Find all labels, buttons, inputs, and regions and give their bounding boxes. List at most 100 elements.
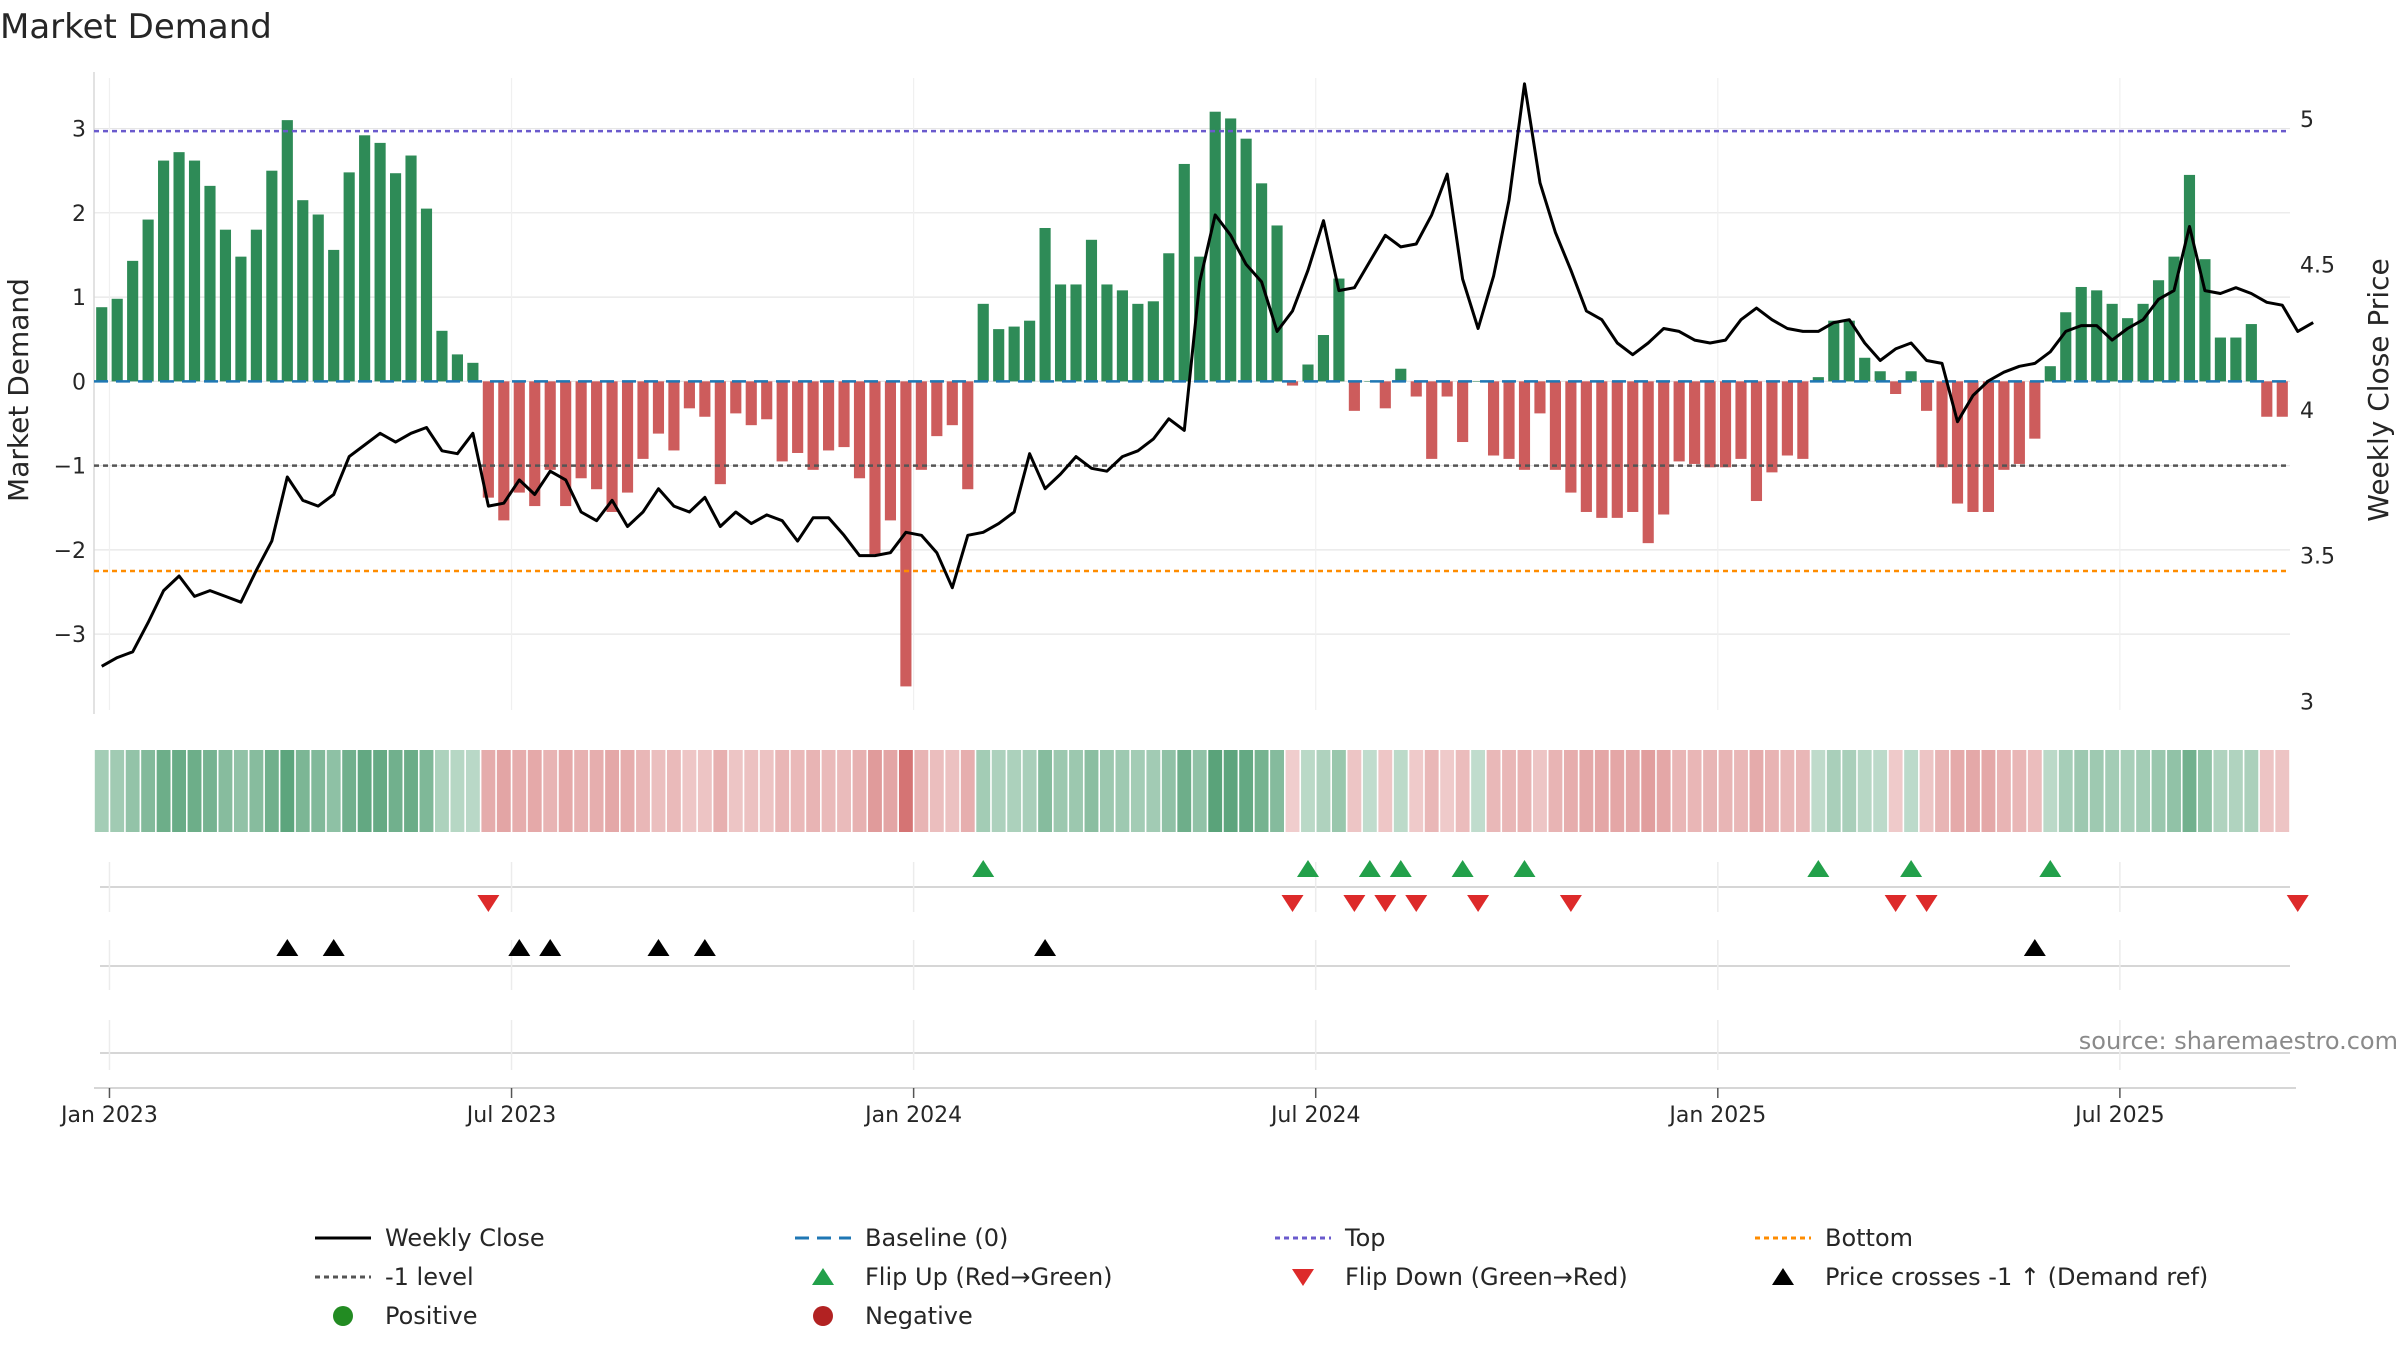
demand-bar xyxy=(219,229,232,382)
heat-cell xyxy=(868,750,882,832)
heat-cell xyxy=(1904,750,1919,832)
heat-cell xyxy=(1888,750,1903,832)
flip-down-marker xyxy=(1915,895,1938,912)
y-left-tick-label: 1 xyxy=(72,286,86,311)
heat-cell xyxy=(1022,750,1037,832)
demand-bar xyxy=(158,160,170,382)
demand-bar xyxy=(467,362,479,382)
legend-item-negative: Negative xyxy=(813,1302,973,1330)
heat-cell xyxy=(2244,750,2259,832)
flip-down-marker xyxy=(1343,895,1366,912)
demand-bar xyxy=(2214,337,2226,382)
heat-cell xyxy=(1935,750,1949,832)
heat-cell xyxy=(1409,750,1424,832)
demand-bar xyxy=(2091,290,2103,382)
flip-down-marker xyxy=(2286,895,2309,912)
heat-cell xyxy=(141,750,156,832)
heat-cell xyxy=(496,750,511,832)
demand-bar xyxy=(1395,368,1407,382)
demand-bar xyxy=(2029,381,2041,439)
demand-bar xyxy=(1689,381,1701,464)
heat-cell xyxy=(1563,750,1578,832)
y-left-tick-label: −1 xyxy=(54,455,86,480)
demand-bar xyxy=(2044,366,2056,382)
flip-down-marker xyxy=(1281,895,1304,912)
heat-cell xyxy=(1996,750,2011,832)
price-cross-marker xyxy=(276,939,299,956)
heat-cell xyxy=(1208,750,1223,832)
heat-cell xyxy=(713,750,728,832)
demand-bar xyxy=(683,381,695,409)
heat-cell xyxy=(249,750,264,832)
heat-cell xyxy=(852,750,867,832)
demand-bar xyxy=(1286,381,1299,386)
demand-bars xyxy=(96,111,2288,687)
reference-lines xyxy=(94,129,2290,573)
demand-bar xyxy=(2276,381,2288,417)
legend-item-positive: Positive xyxy=(333,1302,478,1330)
demand-bar xyxy=(1797,381,1809,459)
demand-bar xyxy=(2013,381,2025,464)
x-tick-label: Jul 2025 xyxy=(2073,1103,2165,1128)
demand-bar xyxy=(2060,312,2072,382)
demand-bar xyxy=(1101,284,1113,382)
heat-cell xyxy=(1455,750,1470,832)
demand-bar xyxy=(869,381,881,555)
y-right-tick-label: 5 xyxy=(2300,108,2314,133)
flip-down-marker xyxy=(1374,895,1397,912)
chart-title: Market Demand xyxy=(0,7,272,47)
demand-bar xyxy=(652,381,665,434)
demand-bar xyxy=(1472,381,1484,382)
axes: 3 2 1 0 −1 −2 −3 5 4.5 4 3.5 3 xyxy=(54,72,2335,715)
heat-cell xyxy=(636,750,650,832)
flip-up-marker xyxy=(1900,860,1923,877)
heat-cell xyxy=(1486,750,1501,832)
demand-bar xyxy=(1426,381,1438,459)
heat-cell xyxy=(1950,750,1965,832)
demand-bar xyxy=(281,120,293,382)
flip-up-marker xyxy=(1358,860,1381,877)
heat-cell xyxy=(1130,750,1145,832)
heat-cell xyxy=(419,750,434,832)
heat-cell xyxy=(264,750,279,832)
legend-label: Price crosses -1 ↑ (Demand ref) xyxy=(1825,1263,2208,1291)
heat-cell xyxy=(976,750,991,832)
demand-bar xyxy=(560,381,572,507)
legend-item-weekly-close: Weekly Close xyxy=(315,1224,545,1252)
heat-cell xyxy=(960,750,975,832)
x-tick-label: Jul 2023 xyxy=(465,1103,557,1128)
heat-cell xyxy=(1625,750,1640,832)
flip-up-marker xyxy=(2039,860,2062,877)
price-cross-marker xyxy=(1034,939,1057,956)
demand-bar xyxy=(884,381,897,521)
demand-bar xyxy=(2245,324,2257,382)
demand-bar xyxy=(1812,377,1824,382)
demand-bar xyxy=(1209,111,1221,382)
heat-cell xyxy=(218,750,233,832)
demand-bar xyxy=(993,329,1005,382)
heat-cell xyxy=(1749,750,1764,832)
heat-cell xyxy=(203,750,217,832)
demand-bar xyxy=(1719,381,1732,468)
heat-cell xyxy=(1981,750,1996,832)
heat-cell xyxy=(1703,750,1718,832)
heat-cell xyxy=(558,750,573,832)
heat-cell xyxy=(1270,750,1284,832)
heat-cell xyxy=(404,750,418,832)
legend-label: Top xyxy=(1344,1224,1386,1252)
source-note: source: sharemaestro.com xyxy=(2079,1027,2398,1055)
heat-cell xyxy=(465,750,480,832)
demand-bar xyxy=(1627,381,1639,512)
heat-cell xyxy=(110,750,125,832)
y-left-tick-label: 0 xyxy=(72,370,86,395)
legend-swatch xyxy=(813,1306,833,1326)
demand-bar xyxy=(915,381,927,470)
demand-bar xyxy=(1085,239,1098,382)
demand-bar xyxy=(405,155,417,382)
heat-cell xyxy=(1115,750,1130,832)
heat-cell xyxy=(806,750,821,832)
legend-item-bottom: Bottom xyxy=(1755,1224,1913,1252)
demand-bar xyxy=(792,381,804,453)
demand-bar xyxy=(1379,381,1391,409)
